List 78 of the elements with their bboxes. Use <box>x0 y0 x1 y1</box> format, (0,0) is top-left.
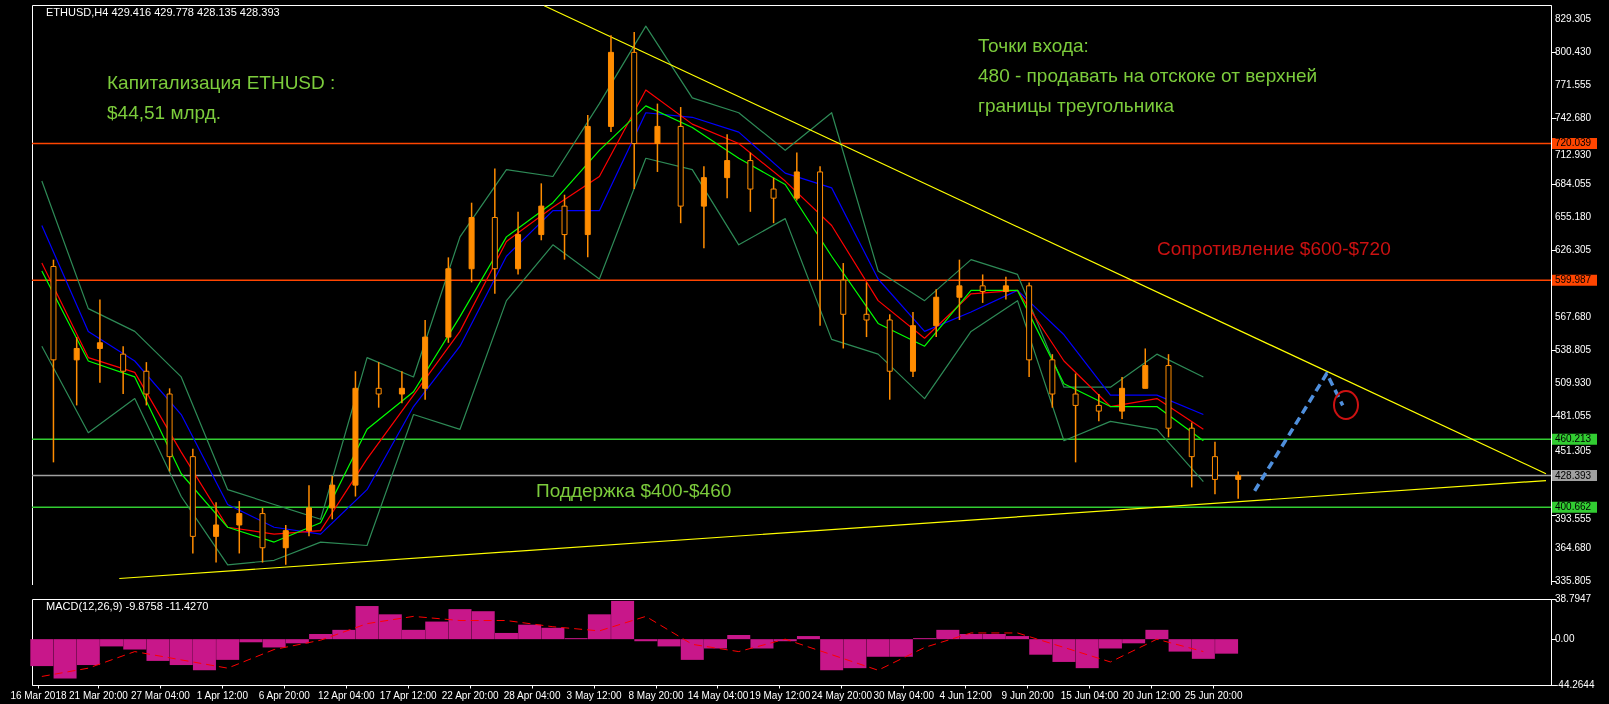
x-tick-label: 19 May 12:00 <box>749 689 811 701</box>
x-tick-label: 25 Jun 20:00 <box>1184 689 1243 701</box>
y-tick-label: 509.930 <box>1555 376 1592 388</box>
y-tick-label: 364.680 <box>1555 542 1592 554</box>
candlestick <box>863 281 870 338</box>
y-tick-label: 655.180 <box>1555 211 1592 223</box>
y-tick-label: 626.305 <box>1555 244 1592 256</box>
candlestick <box>1002 275 1009 301</box>
x-tick-label: 4 Jun 12:00 <box>939 689 993 701</box>
annotation: Точки входа: 480 - продавать на отскоке от верхней границы треугольника <box>978 35 1318 116</box>
x-tick-label: 3 May 12:00 <box>566 689 623 701</box>
candlestick <box>96 298 103 384</box>
x-tick-label: 21 Mar 20:00 <box>69 689 129 701</box>
y-tick-label: 684.055 <box>1555 178 1592 190</box>
bar <box>727 635 751 640</box>
candlestick <box>398 370 405 404</box>
x-tick-label: 30 May 04:00 <box>873 689 935 701</box>
candlestick <box>120 345 127 395</box>
y-tick-label: 771.555 <box>1555 78 1592 90</box>
x-tick-label: 22 Apr 20:00 <box>441 689 499 701</box>
candlestick <box>654 102 661 173</box>
x-tick-label: 12 Apr 04:00 <box>317 689 376 701</box>
candlestick <box>724 133 731 199</box>
x-tick-label: 20 Jun 12:00 <box>1122 689 1181 701</box>
x-tick-label: 17 Apr 12:00 <box>379 689 438 701</box>
y-tick-label: 335.805 <box>1555 575 1592 587</box>
candlestick <box>375 361 382 409</box>
y-tick-label: 712.930 <box>1555 149 1592 161</box>
ref-line-label: 599.987 <box>1555 274 1592 286</box>
candlestick <box>1142 347 1149 390</box>
x-tick-label: 1 Apr 12:00 <box>196 689 249 701</box>
y-tick-label: 481.055 <box>1555 409 1592 421</box>
candlestick <box>305 484 312 538</box>
bar <box>796 636 820 640</box>
candlestick <box>1095 393 1102 423</box>
y-tick-label: 451.305 <box>1555 445 1592 457</box>
chart-title: ETHUSD,H4 429.416 429.778 428.135 428.393 <box>46 6 280 18</box>
x-tick-label: 24 May 20:00 <box>811 689 873 701</box>
candlestick <box>956 258 963 321</box>
ref-line-label: 400.662 <box>1555 501 1592 513</box>
y-tick-label: 538.805 <box>1555 343 1592 355</box>
candlestick <box>770 176 777 224</box>
y-tick-label: -44.2644 <box>1555 679 1595 690</box>
y-tick-label: 567.680 <box>1555 310 1592 322</box>
candlestick <box>1119 376 1126 420</box>
y-tick-label: 742.680 <box>1555 111 1592 123</box>
y-tick-label: 800.430 <box>1555 45 1592 57</box>
ref-line-label: 428.393 <box>1555 469 1592 481</box>
x-tick-label: 8 May 20:00 <box>628 689 684 701</box>
candlestick <box>236 500 243 555</box>
candlestick <box>1072 372 1079 464</box>
y-tick-label: 0.00 <box>1555 633 1575 645</box>
ref-line-label: 720.039 <box>1555 137 1592 149</box>
x-tick-label: 15 Jun 04:00 <box>1060 689 1119 701</box>
x-tick-label: 14 May 04:00 <box>687 689 749 701</box>
candlestick <box>1235 470 1242 500</box>
candlestick <box>282 524 289 566</box>
chart-title: MACD(12,26,9) -9.8758 -11.4270 <box>46 600 209 612</box>
annotation: Сопротивление $600-$720 <box>1157 238 1391 259</box>
candlestick <box>329 475 336 521</box>
ref-line-label: 460.213 <box>1555 433 1592 445</box>
line-series <box>41 615 1204 677</box>
x-tick-label: 9 Jun 20:00 <box>1001 689 1055 701</box>
y-tick-label: 393.555 <box>1555 513 1592 525</box>
x-tick-label: 16 Mar 2018 <box>10 689 67 701</box>
x-tick-label: 28 Apr 04:00 <box>503 689 561 701</box>
annotation: Поддержка $400-$460 <box>536 480 732 501</box>
candlestick <box>213 501 220 564</box>
x-tick-label: 27 Mar 04:00 <box>130 689 191 701</box>
y-tick-label: 38.7947 <box>1555 593 1592 604</box>
y-tick-label: 829.305 <box>1555 13 1592 24</box>
candlestick <box>73 336 80 407</box>
candlestick <box>143 361 150 407</box>
bar <box>1145 629 1169 640</box>
x-tick-label: 6 Apr 20:00 <box>258 689 311 701</box>
candlestick <box>1211 441 1218 495</box>
candlestick <box>979 273 986 304</box>
annotation: Капитализация ETHUSD : $44,51 млрд. <box>107 72 336 123</box>
